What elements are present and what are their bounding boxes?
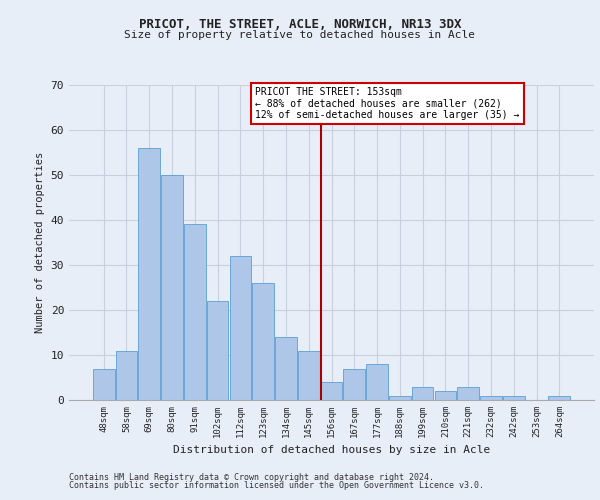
Bar	[457, 386, 479, 400]
Bar	[275, 337, 297, 400]
Text: Contains public sector information licensed under the Open Government Licence v3: Contains public sector information licen…	[69, 481, 484, 490]
Bar	[184, 224, 206, 400]
Bar	[161, 175, 183, 400]
Bar	[503, 396, 524, 400]
Bar	[298, 350, 320, 400]
Text: Size of property relative to detached houses in Acle: Size of property relative to detached ho…	[125, 30, 476, 40]
Text: PRICOT THE STREET: 153sqm
← 88% of detached houses are smaller (262)
12% of semi: PRICOT THE STREET: 153sqm ← 88% of detac…	[256, 86, 520, 120]
Bar	[207, 301, 229, 400]
Bar	[366, 364, 388, 400]
Bar	[412, 386, 433, 400]
Bar	[389, 396, 410, 400]
Bar	[139, 148, 160, 400]
Text: Contains HM Land Registry data © Crown copyright and database right 2024.: Contains HM Land Registry data © Crown c…	[69, 472, 434, 482]
Bar	[548, 396, 570, 400]
Bar	[93, 368, 115, 400]
Y-axis label: Number of detached properties: Number of detached properties	[35, 152, 45, 333]
Bar	[320, 382, 343, 400]
Bar	[343, 368, 365, 400]
Bar	[116, 350, 137, 400]
Bar	[230, 256, 251, 400]
Text: PRICOT, THE STREET, ACLE, NORWICH, NR13 3DX: PRICOT, THE STREET, ACLE, NORWICH, NR13 …	[139, 18, 461, 30]
Bar	[253, 283, 274, 400]
Bar	[434, 391, 456, 400]
Bar	[480, 396, 502, 400]
X-axis label: Distribution of detached houses by size in Acle: Distribution of detached houses by size …	[173, 446, 490, 456]
